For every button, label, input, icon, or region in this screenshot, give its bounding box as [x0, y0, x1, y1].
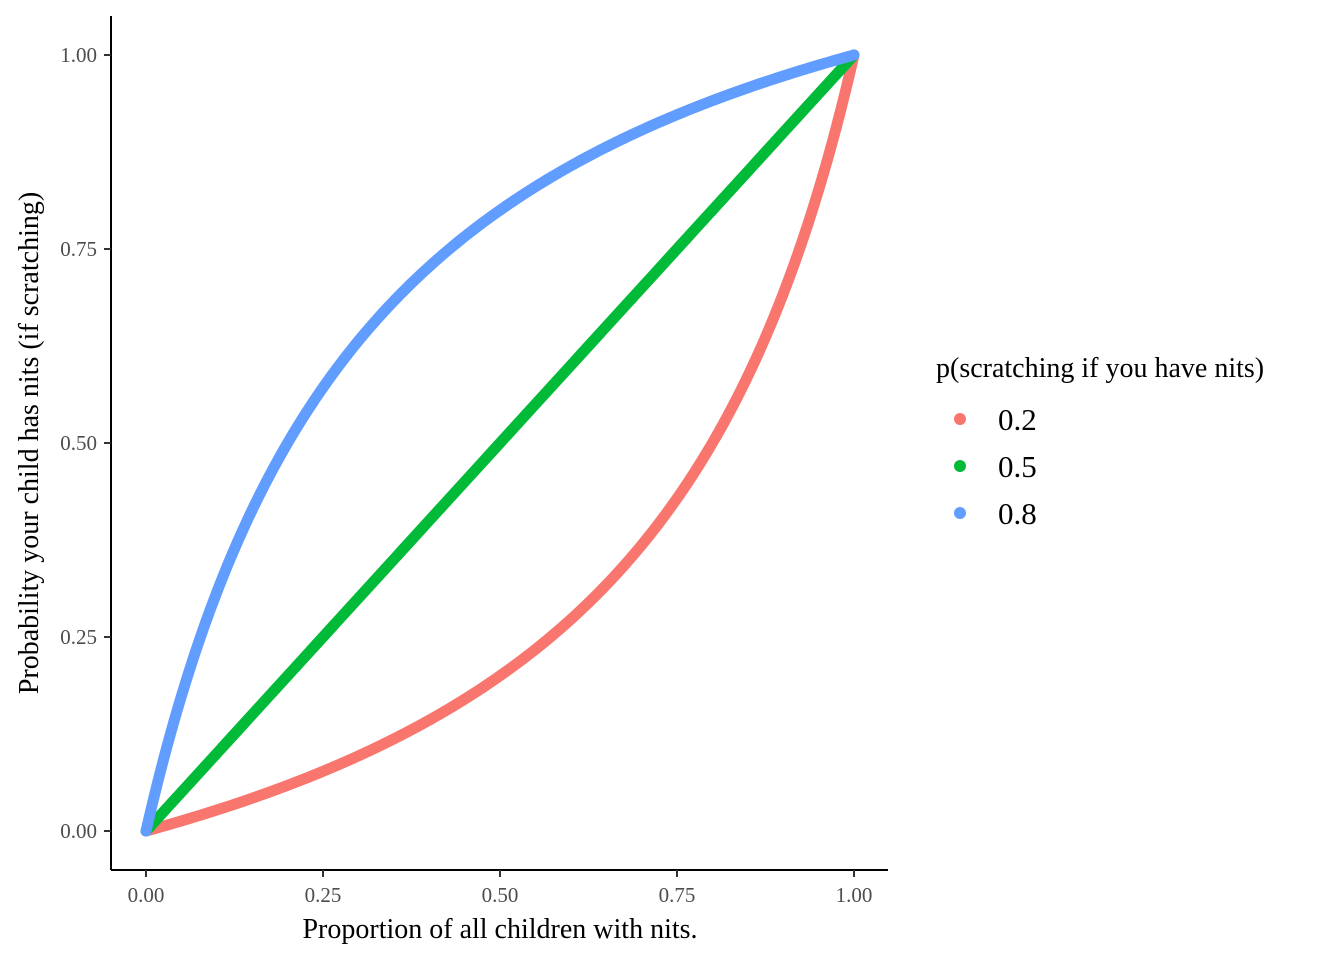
series-line-0-5 — [140, 49, 860, 837]
ticks: 0.00 0.25 0.50 0.75 1.00 0.00 0.25 0.50 0.75 1.00 — [60, 43, 872, 907]
y-tick-label: 1.00 — [60, 43, 97, 67]
y-tick-label: 0.00 — [60, 819, 97, 843]
legend-key-0-2 — [954, 413, 966, 425]
y-axis-title: Probability your child has nits (if scra… — [14, 192, 45, 694]
series-group — [140, 49, 860, 837]
series-line-0-2 — [140, 49, 860, 837]
y-tick-label: 0.50 — [60, 431, 97, 455]
legend-label: 0.2 — [998, 402, 1037, 437]
x-axis-title: Proportion of all children with nits. — [302, 914, 697, 945]
series-line-0-8 — [140, 49, 860, 837]
x-tick-label: 1.00 — [836, 883, 873, 907]
legend-label: 0.8 — [998, 496, 1037, 531]
legend-key-0-5 — [954, 460, 966, 472]
y-tick-label: 0.75 — [60, 237, 97, 261]
x-tick-label: 0.00 — [128, 883, 165, 907]
legend-key-0-8 — [954, 507, 966, 519]
x-tick-label: 0.50 — [482, 883, 519, 907]
legend-label: 0.5 — [998, 449, 1037, 484]
y-tick-label: 0.25 — [60, 625, 97, 649]
x-tick-label: 0.75 — [659, 883, 696, 907]
legend: p(scratching if you have nits) 0.2 0.5 0.8 — [936, 353, 1264, 531]
legend-title: p(scratching if you have nits) — [936, 353, 1264, 384]
x-tick-label: 0.25 — [305, 883, 342, 907]
legend-items: 0.2 0.5 0.8 — [954, 402, 1037, 531]
